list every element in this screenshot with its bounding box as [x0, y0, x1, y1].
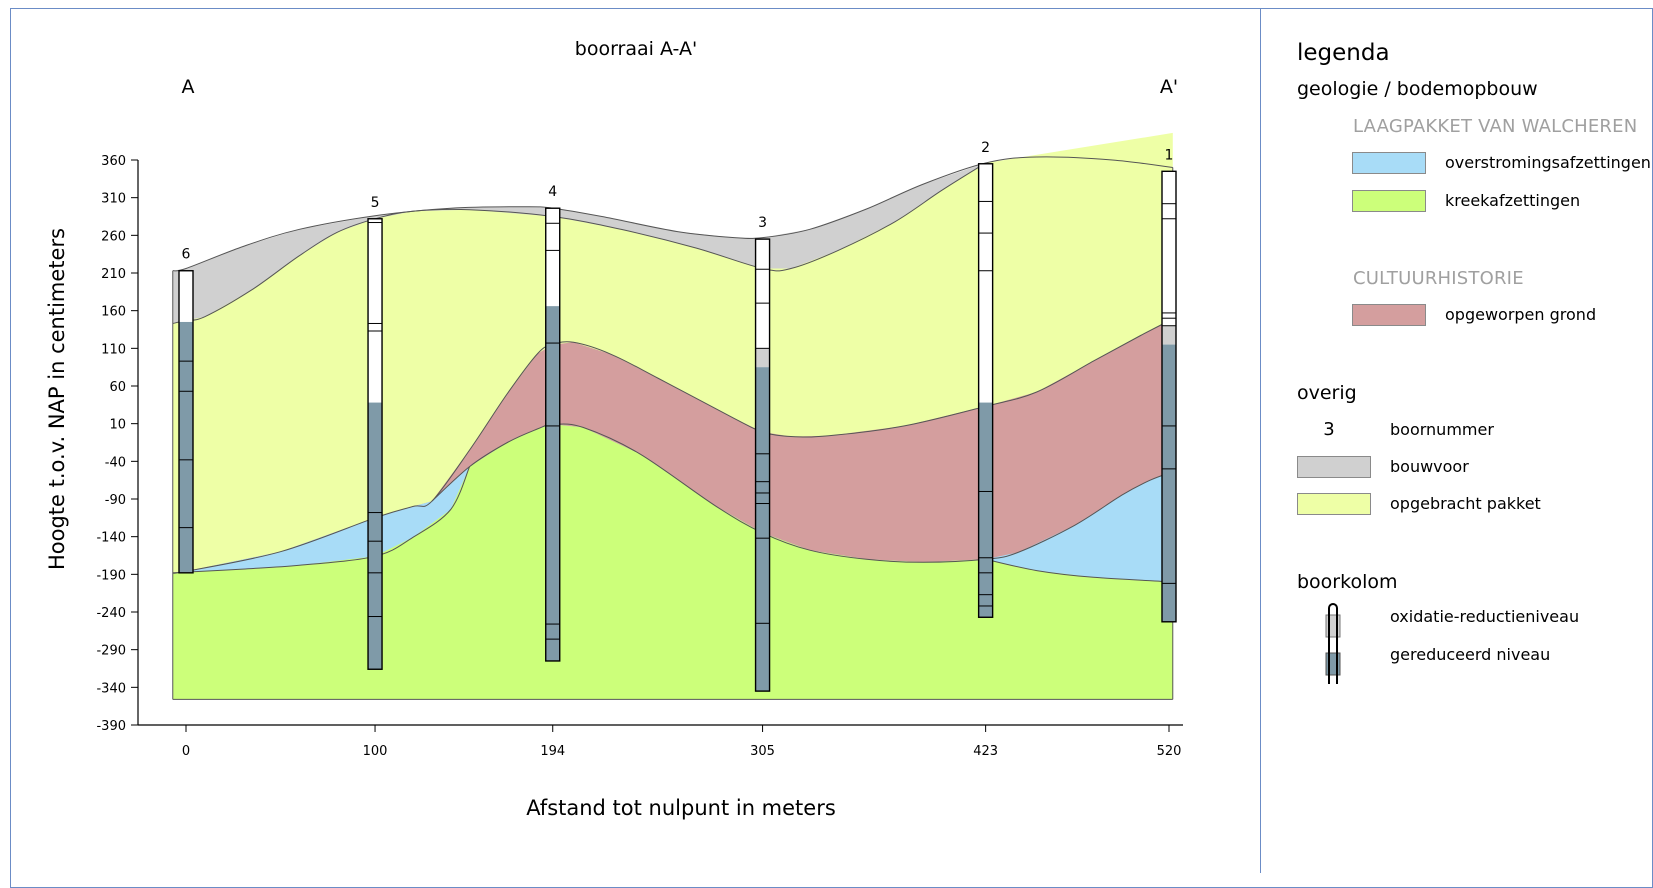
- borehole-number-label: 5: [371, 195, 380, 211]
- x-tick-label: 423: [973, 744, 998, 759]
- dump-base-line: [431, 423, 1173, 563]
- soil-layers: [172, 132, 1174, 700]
- legend-label-kreekafzettingen: kreekafzettingen: [1445, 191, 1581, 210]
- flood-bottom-line: [985, 558, 1173, 583]
- borehole-number-label: 4: [548, 184, 557, 200]
- y-tick-label: 10: [109, 418, 126, 433]
- borehole-number-label: 6: [182, 247, 191, 263]
- borehole-number-label: 2: [981, 140, 990, 156]
- layer-kreekafzettingen: [172, 424, 1173, 700]
- borehole-oxidation-zone: [1162, 325, 1176, 345]
- borehole-6: 6: [178, 247, 194, 574]
- borehole-2: 2: [977, 140, 994, 618]
- legend-label-boornummer: boornummer: [1390, 420, 1494, 439]
- y-tick-label: -40: [105, 455, 126, 470]
- y-tick-label: -340: [96, 681, 126, 696]
- y-tick-label: -240: [96, 606, 126, 621]
- y-tick-label: 60: [109, 380, 126, 395]
- chart-title: boorraai A-A': [575, 38, 697, 60]
- borehole-5: 5: [367, 195, 383, 670]
- borehole-outline: [1161, 170, 1177, 623]
- swatch-bouwvoor: [1297, 456, 1371, 478]
- x-tick-label: 100: [363, 744, 388, 759]
- panel-divider: [1260, 8, 1261, 873]
- borehole-reduced-zone: [545, 306, 560, 661]
- group-heading-cultuurhistorie: CULTUURHISTORIE: [1353, 268, 1524, 289]
- y-tick-label: -190: [96, 568, 126, 583]
- x-axis-label: Afstand tot nulpunt in meters: [526, 796, 836, 820]
- legend-label-bouwvoor: bouwvoor: [1390, 457, 1469, 476]
- borehole-reduced-zone: [179, 321, 193, 573]
- section-start-label: A: [182, 76, 195, 98]
- column-outline-icon: [1328, 603, 1338, 684]
- x-tick-label: 0: [182, 744, 190, 759]
- borehole-number-label: 3: [758, 215, 767, 231]
- borehole-reduced-zone: [755, 367, 770, 692]
- borehole-outline: [977, 163, 994, 618]
- y-tick-label: 360: [101, 154, 126, 169]
- borehole-oxidation-zone: [755, 348, 770, 368]
- borehole-number-label: 1: [1165, 147, 1174, 163]
- y-tick-label: -390: [96, 719, 126, 734]
- fill-base-line: [172, 318, 1174, 574]
- plough-base-line: [172, 162, 986, 324]
- group-heading-walcheren: LAAGPAKKET VAN WALCHEREN: [1353, 116, 1638, 137]
- y-tick-label: 110: [101, 342, 126, 357]
- swatch-opgebracht-pakket: [1297, 493, 1371, 515]
- swatch-kreekafzettingen: [1352, 190, 1426, 212]
- swatch-opgeworpen-grond: [1352, 304, 1426, 326]
- borehole-4: 4: [545, 184, 561, 662]
- y-tick-label: 260: [101, 229, 126, 244]
- axes: 3603102602101601106010-40-90-140-190-240…: [96, 154, 1183, 759]
- borehole-outline: [367, 218, 383, 670]
- y-tick-label: 210: [101, 267, 126, 282]
- borehole-columns: 6 5 4 3 2 1: [178, 140, 1177, 692]
- borehole-number-example: 3: [1323, 419, 1335, 440]
- y-tick-label: -290: [96, 644, 126, 659]
- x-tick-label: 305: [750, 744, 775, 759]
- legend-label-oxidatie: oxidatie-reductieniveau: [1390, 607, 1580, 626]
- x-tick-label: 194: [540, 744, 565, 759]
- x-tick-label: 520: [1157, 744, 1182, 759]
- borehole-reduced-zone: [1162, 344, 1176, 622]
- y-tick-label: -140: [96, 531, 126, 546]
- y-axis-label: Hoogte t.o.v. NAP in centimeters: [45, 228, 69, 570]
- borehole-outline: [178, 270, 194, 574]
- legend-label-gereduceerd: gereduceerd niveau: [1390, 645, 1551, 664]
- section-end-label: A': [1160, 76, 1178, 98]
- borehole-3: 3: [754, 215, 771, 692]
- borehole-outline: [545, 207, 561, 662]
- geology-heading: geologie / bodemopbouw: [1297, 78, 1538, 100]
- legend-panel: legenda geologie / bodemopbouw LAAGPAKKE…: [1297, 36, 1651, 736]
- borehole-reduced-zone: [978, 402, 993, 618]
- column-heading: boorkolom: [1297, 571, 1398, 593]
- borehole-reduced-zone: [368, 402, 383, 670]
- borehole-outline: [754, 238, 771, 692]
- y-tick-label: -90: [105, 493, 126, 508]
- borehole-1: 1: [1161, 147, 1177, 623]
- legend-label-opgebracht-pakket: opgebracht pakket: [1390, 494, 1541, 513]
- y-tick-label: 160: [101, 305, 126, 320]
- legend-label-overstromingsafzettingen: overstromingsafzettingen: [1445, 153, 1651, 172]
- cross-section-chart: 6 5 4 3 2 1 360 310 260 210 160 110 60 10 -40 -90 -140 -…: [45, 38, 1183, 820]
- legend-label-opgeworpen-grond: opgeworpen grond: [1445, 305, 1597, 324]
- borehole-column-symbol: [1325, 603, 1341, 684]
- legend-title: legenda: [1297, 40, 1390, 66]
- y-tick-label: 310: [101, 192, 126, 207]
- misc-heading: overig: [1297, 382, 1357, 404]
- swatch-overstromingsafzettingen: [1352, 152, 1426, 174]
